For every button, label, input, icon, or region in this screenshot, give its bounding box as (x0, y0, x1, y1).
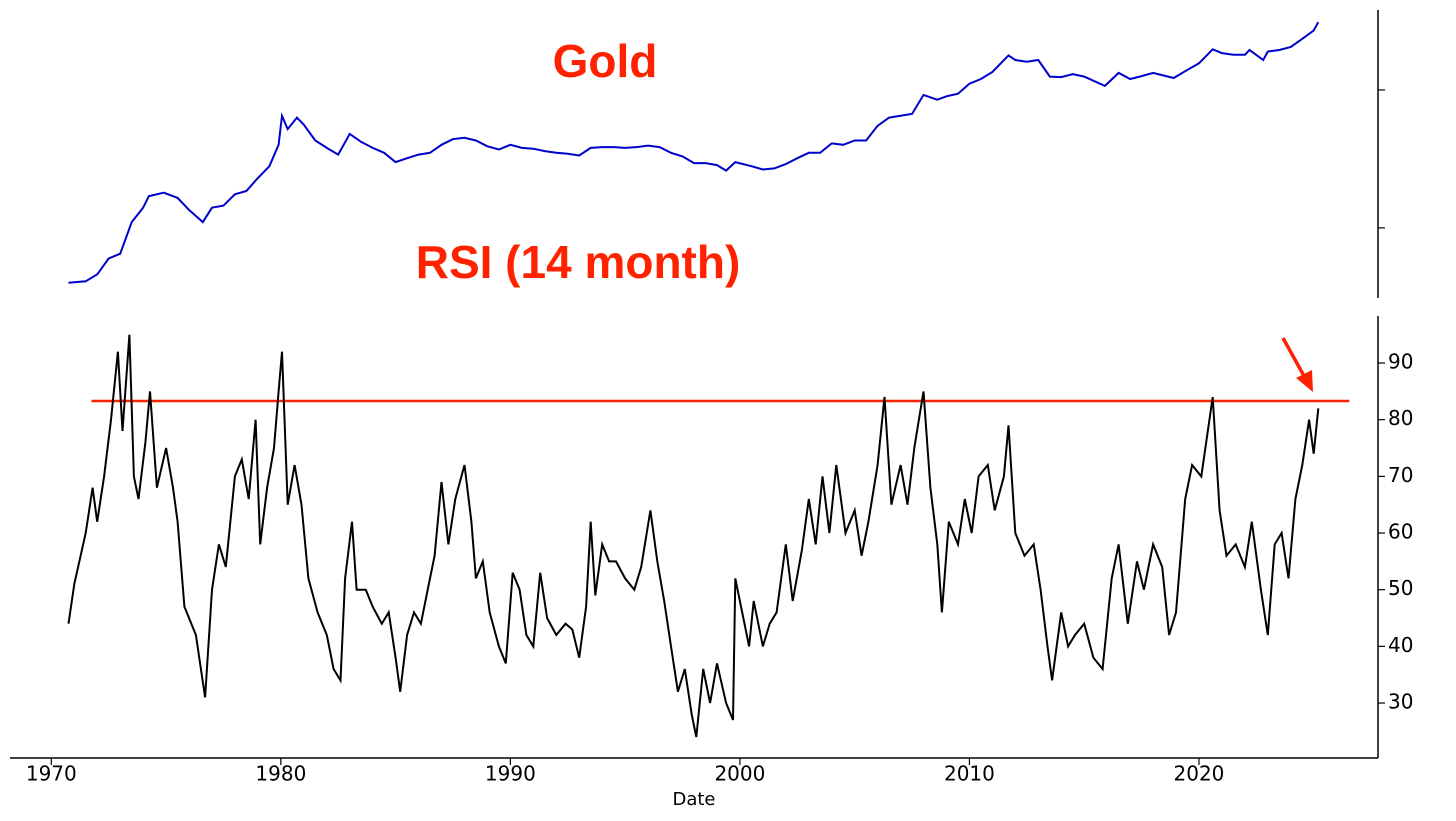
x-tick-label: 1970 (26, 762, 77, 786)
arrow-shaft (1281, 337, 1306, 377)
y-tick-label: 90 (1388, 350, 1413, 374)
x-axis-label: Date (672, 789, 715, 810)
y-tick-label: 60 (1388, 520, 1413, 544)
x-tick-label: 2000 (714, 762, 765, 786)
arrow (1281, 337, 1313, 392)
rsi-title: RSI (14 month) (416, 236, 741, 288)
x-tick-label: 1990 (485, 762, 536, 786)
x-tick-label: 1980 (255, 762, 306, 786)
x-tick-label: 2010 (944, 762, 995, 786)
gold-title: Gold (553, 35, 658, 87)
y-tick-label: 70 (1388, 463, 1413, 487)
y-tick-label: 50 (1388, 576, 1413, 600)
price-line (67, 334, 1320, 738)
y-tick-label: 80 (1388, 406, 1413, 430)
x-tick-label: 2020 (1174, 762, 1225, 786)
y-tick-label: 30 (1388, 690, 1413, 714)
price-line (68, 21, 1320, 284)
y-tick-label: 40 (1388, 633, 1413, 657)
arrow-head (1296, 370, 1313, 392)
